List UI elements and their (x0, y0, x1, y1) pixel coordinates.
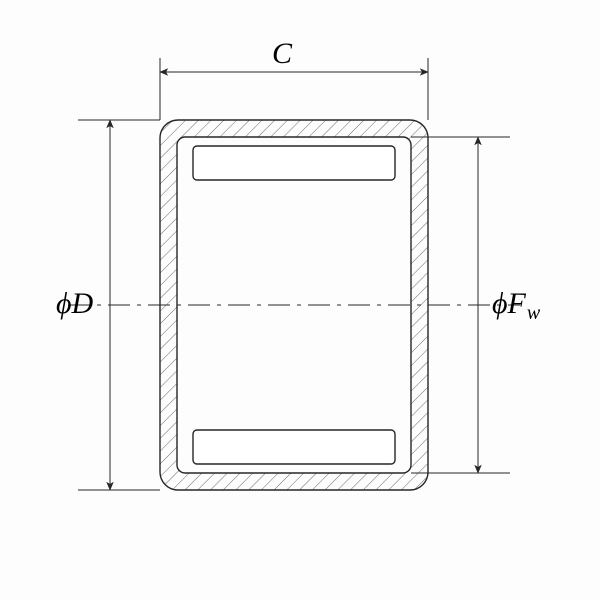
dimension-d-label: ϕD (56, 287, 94, 320)
roller-bottom (193, 430, 395, 464)
bearing-cross-section-diagram: C ϕD ϕFw (0, 0, 600, 600)
dimension-c-label: C (272, 37, 293, 70)
roller-top (193, 146, 395, 180)
